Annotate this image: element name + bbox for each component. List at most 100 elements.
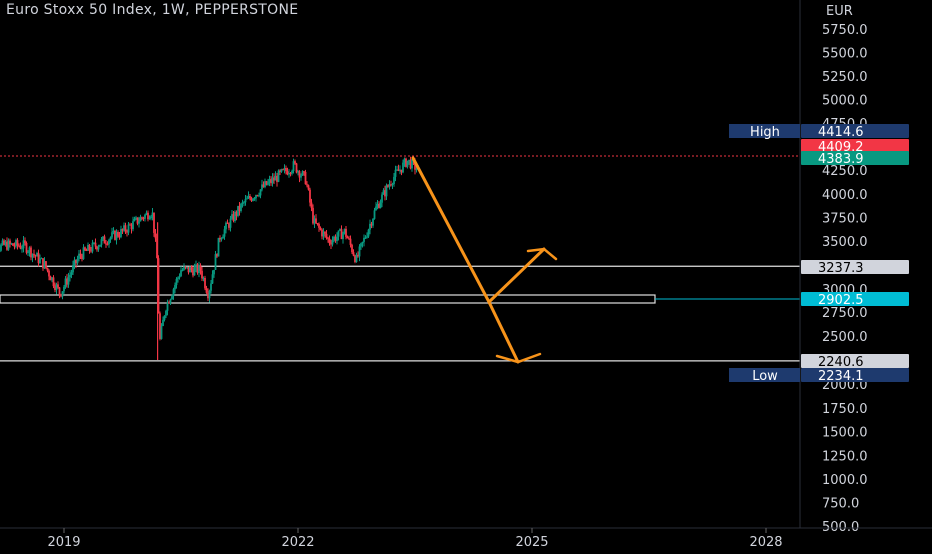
candle-body bbox=[92, 243, 94, 252]
x-tick-label: 2022 bbox=[281, 535, 314, 550]
candle-body bbox=[174, 285, 176, 289]
candle-body bbox=[162, 320, 164, 326]
candle-body bbox=[134, 219, 136, 221]
candle-body bbox=[53, 277, 55, 286]
candle-body bbox=[386, 185, 388, 196]
candle-body bbox=[33, 254, 35, 255]
candle-body bbox=[71, 272, 73, 274]
candle-body bbox=[209, 291, 211, 298]
candle-body bbox=[320, 228, 322, 230]
candle-body bbox=[338, 231, 340, 237]
candle-body bbox=[368, 230, 370, 237]
y-tick-label: 1250.0 bbox=[822, 449, 868, 464]
y-tick-label: 3750.0 bbox=[822, 212, 868, 227]
candle-body bbox=[110, 237, 112, 239]
candle-body bbox=[315, 218, 317, 223]
y-tick-label: 750.0 bbox=[822, 497, 859, 512]
candle-body bbox=[132, 221, 134, 229]
candle-body bbox=[170, 299, 172, 303]
candle-body bbox=[347, 237, 349, 238]
candle-body bbox=[59, 287, 61, 294]
y-tick-label: 1750.0 bbox=[822, 402, 868, 417]
candle-body bbox=[311, 203, 313, 208]
candle-body bbox=[353, 252, 355, 255]
candle-body bbox=[191, 267, 193, 270]
candle-body bbox=[374, 210, 376, 219]
candle-body bbox=[366, 236, 368, 237]
candle-body bbox=[68, 277, 70, 284]
candle-body bbox=[249, 196, 251, 198]
candle-body bbox=[204, 278, 206, 288]
candle-body bbox=[329, 239, 331, 243]
candle-body bbox=[416, 169, 418, 170]
candle-body bbox=[21, 248, 23, 249]
candle-body bbox=[324, 232, 326, 234]
candle-body bbox=[350, 239, 352, 245]
y-tick-label: 2750.0 bbox=[822, 306, 868, 321]
candle-body bbox=[296, 163, 298, 172]
candle-body bbox=[206, 288, 208, 292]
candle-body bbox=[125, 225, 127, 231]
candle-body bbox=[180, 270, 182, 276]
candle-body bbox=[300, 175, 302, 177]
y-tick-label: 5250.0 bbox=[822, 70, 868, 85]
candle-body bbox=[173, 289, 175, 296]
y-tick-label: 3500.0 bbox=[822, 235, 868, 250]
candle-body bbox=[258, 195, 260, 196]
x-tick-label: 2025 bbox=[515, 535, 548, 550]
candle-body bbox=[402, 163, 404, 173]
candle-body bbox=[407, 161, 409, 167]
candle-body bbox=[365, 238, 367, 239]
candle-body bbox=[201, 271, 203, 278]
candle-body bbox=[47, 268, 49, 271]
level-price-label: 2240.6 bbox=[818, 355, 864, 370]
x-tick-label: 2019 bbox=[47, 535, 80, 550]
candle-body bbox=[362, 242, 364, 243]
x-tick-label: 2028 bbox=[749, 535, 782, 550]
candle-body bbox=[351, 245, 353, 252]
candle-body bbox=[161, 326, 163, 339]
candle-body bbox=[89, 245, 91, 251]
candle-body bbox=[327, 238, 329, 239]
candle-body bbox=[240, 204, 242, 211]
candle-body bbox=[278, 171, 280, 182]
candle-body bbox=[381, 195, 383, 203]
candle-body bbox=[359, 246, 361, 256]
candle-body bbox=[84, 247, 86, 250]
candle-body bbox=[164, 316, 166, 320]
candle-body bbox=[392, 184, 394, 185]
candle-body bbox=[63, 287, 65, 291]
candle-body bbox=[375, 206, 377, 210]
candle-body bbox=[372, 219, 374, 226]
candle-body bbox=[221, 238, 223, 239]
candle-body bbox=[224, 229, 226, 236]
candle-body bbox=[138, 221, 140, 223]
candle-body bbox=[200, 265, 202, 271]
candle-body bbox=[395, 170, 397, 177]
candle-body bbox=[72, 265, 74, 272]
candle-body bbox=[267, 182, 269, 185]
level-price-label: 3237.3 bbox=[818, 261, 864, 276]
candle-body bbox=[20, 246, 22, 249]
candle-body bbox=[39, 259, 41, 263]
candle-body bbox=[306, 184, 308, 185]
candle-body bbox=[69, 275, 71, 277]
candle-body bbox=[45, 261, 47, 268]
candle-body bbox=[24, 240, 26, 243]
level-price-label: 2902.5 bbox=[818, 293, 864, 308]
candle-body bbox=[182, 270, 184, 271]
candle-body bbox=[176, 279, 178, 285]
candle-body bbox=[171, 296, 173, 299]
candle-body bbox=[393, 177, 395, 184]
candle-body bbox=[0, 245, 2, 251]
candle-body bbox=[165, 311, 167, 316]
candle-body bbox=[380, 203, 382, 208]
y-tick-label: 4000.0 bbox=[822, 188, 868, 203]
candle-body bbox=[62, 291, 64, 296]
candle-body bbox=[260, 189, 262, 195]
candle-body bbox=[332, 240, 334, 244]
candle-body bbox=[230, 219, 232, 228]
